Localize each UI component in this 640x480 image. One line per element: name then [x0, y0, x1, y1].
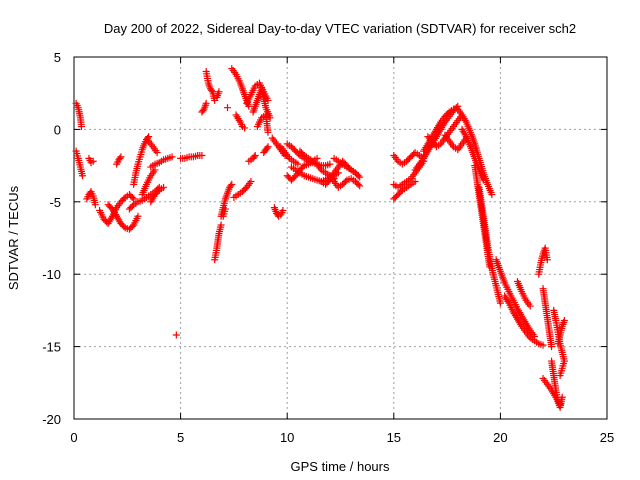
data-point	[251, 151, 259, 159]
y-tick-label: -10	[42, 267, 61, 282]
data-point	[496, 299, 504, 307]
data-point	[326, 160, 334, 168]
data-point	[558, 393, 566, 401]
data-point	[89, 157, 97, 165]
data-point	[77, 123, 85, 131]
data-point	[224, 104, 232, 112]
x-tick-label: 15	[387, 430, 401, 445]
data-point	[228, 180, 236, 188]
y-tick-label: -5	[49, 195, 61, 210]
x-tick-label: 5	[177, 430, 184, 445]
data-point	[202, 99, 210, 107]
data-point	[198, 151, 206, 159]
data-point	[299, 150, 307, 158]
data-point	[294, 160, 302, 168]
data-point	[279, 206, 287, 214]
data-point	[134, 212, 142, 220]
data-point	[411, 178, 419, 186]
data-point	[172, 331, 180, 339]
data-point	[560, 317, 568, 325]
data-point	[548, 343, 556, 351]
data-point	[153, 149, 161, 157]
y-tick-label: 0	[54, 122, 61, 137]
data-point	[227, 182, 235, 190]
data-point	[264, 96, 272, 104]
data-point	[556, 401, 564, 409]
x-tick-label: 10	[280, 430, 294, 445]
data-point	[444, 109, 452, 117]
y-tick-label: 5	[54, 50, 61, 65]
data-point	[341, 178, 349, 186]
data-point	[539, 341, 547, 349]
data-point	[397, 188, 405, 196]
chart-title: Day 200 of 2022, Sidereal Day-to-day VTE…	[104, 21, 576, 36]
data-point	[168, 153, 176, 161]
data-point	[264, 143, 272, 151]
data-point	[354, 180, 362, 188]
data-point	[543, 256, 551, 264]
x-tick-label: 25	[600, 430, 614, 445]
data-point	[560, 357, 568, 365]
data-point	[215, 88, 223, 96]
y-tick-label: -15	[42, 340, 61, 355]
data-point	[79, 172, 87, 180]
data-point	[116, 154, 124, 162]
data-point	[221, 205, 229, 213]
y-axis-label: SDTVAR / TECUs	[6, 185, 21, 290]
data-point	[356, 173, 364, 181]
data-point	[120, 195, 128, 203]
data-point	[208, 86, 216, 94]
data-point	[526, 302, 534, 310]
data-point	[120, 222, 128, 230]
data-point	[299, 163, 307, 171]
data-point	[117, 153, 125, 161]
data-point	[264, 128, 272, 136]
data-point	[266, 114, 274, 122]
x-tick-label: 0	[70, 430, 77, 445]
x-tick-label: 20	[493, 430, 507, 445]
data-point	[356, 182, 364, 190]
data-point	[217, 221, 225, 229]
data-point	[128, 222, 136, 230]
data-point	[354, 172, 362, 180]
data-point	[263, 144, 271, 152]
y-tick-label: -20	[42, 412, 61, 427]
data-point	[128, 202, 136, 210]
data-point	[479, 176, 487, 184]
data-point	[128, 193, 136, 201]
data-point	[250, 153, 258, 161]
plot-frame	[73, 56, 608, 420]
data-point	[247, 178, 255, 186]
data-point	[91, 201, 99, 209]
data-point	[154, 188, 162, 196]
data-point	[488, 191, 496, 199]
x-axis-label: GPS time / hours	[291, 459, 390, 474]
data-point	[241, 124, 249, 132]
data-point	[160, 183, 168, 191]
